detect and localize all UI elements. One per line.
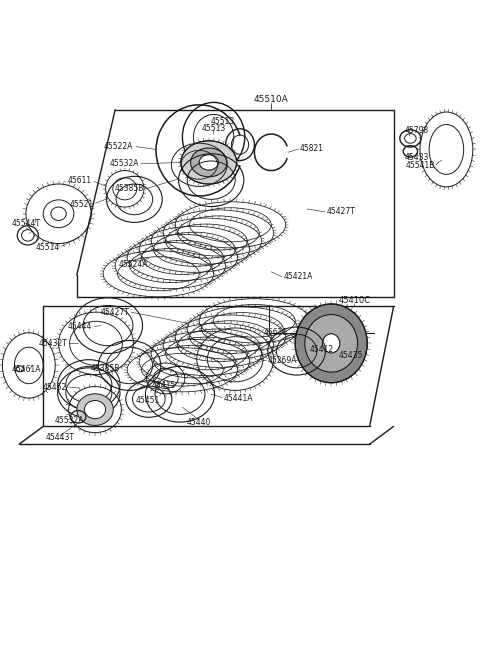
Text: 45385B: 45385B bbox=[91, 364, 120, 373]
Text: 45427T: 45427T bbox=[326, 207, 355, 216]
Text: 45433: 45433 bbox=[404, 153, 429, 162]
Text: 45521: 45521 bbox=[70, 199, 94, 209]
Text: 45532A: 45532A bbox=[55, 416, 84, 424]
Text: 45410C: 45410C bbox=[338, 296, 370, 304]
Text: 45798: 45798 bbox=[404, 126, 429, 134]
Text: 45821: 45821 bbox=[300, 144, 324, 154]
Text: 45412: 45412 bbox=[310, 344, 334, 354]
Ellipse shape bbox=[199, 155, 218, 170]
Text: 45514: 45514 bbox=[36, 243, 60, 252]
Text: 45421A: 45421A bbox=[283, 272, 312, 281]
Text: 45427T: 45427T bbox=[101, 308, 130, 317]
Ellipse shape bbox=[295, 304, 367, 382]
Text: 45611: 45611 bbox=[68, 176, 92, 185]
Text: 45541B: 45541B bbox=[406, 161, 435, 171]
Ellipse shape bbox=[77, 394, 113, 426]
Text: 45451: 45451 bbox=[135, 396, 159, 405]
Text: 45611: 45611 bbox=[264, 328, 288, 337]
Text: 45440: 45440 bbox=[187, 418, 211, 427]
Text: 45510A: 45510A bbox=[254, 96, 288, 104]
Text: 45435: 45435 bbox=[339, 351, 363, 360]
Ellipse shape bbox=[84, 400, 106, 419]
Text: 45269A: 45269A bbox=[268, 356, 297, 365]
Text: 45513: 45513 bbox=[202, 124, 226, 133]
Text: 45432T: 45432T bbox=[38, 339, 67, 348]
Text: 45461A: 45461A bbox=[12, 365, 41, 375]
Text: 45385B: 45385B bbox=[115, 184, 144, 194]
Ellipse shape bbox=[305, 315, 358, 372]
Ellipse shape bbox=[191, 148, 227, 177]
Text: 45441A: 45441A bbox=[224, 394, 253, 403]
Text: 45415: 45415 bbox=[152, 381, 176, 390]
Text: 45544T: 45544T bbox=[12, 219, 41, 228]
Text: 45452: 45452 bbox=[43, 382, 67, 392]
Text: 45443T: 45443T bbox=[46, 433, 74, 442]
Text: 45513: 45513 bbox=[211, 117, 235, 126]
Text: 45444: 45444 bbox=[68, 322, 92, 331]
Ellipse shape bbox=[181, 141, 237, 184]
Ellipse shape bbox=[323, 334, 340, 353]
Text: 45532A: 45532A bbox=[110, 159, 139, 169]
Text: 45522A: 45522A bbox=[104, 142, 133, 151]
Text: 45524A: 45524A bbox=[119, 260, 148, 269]
